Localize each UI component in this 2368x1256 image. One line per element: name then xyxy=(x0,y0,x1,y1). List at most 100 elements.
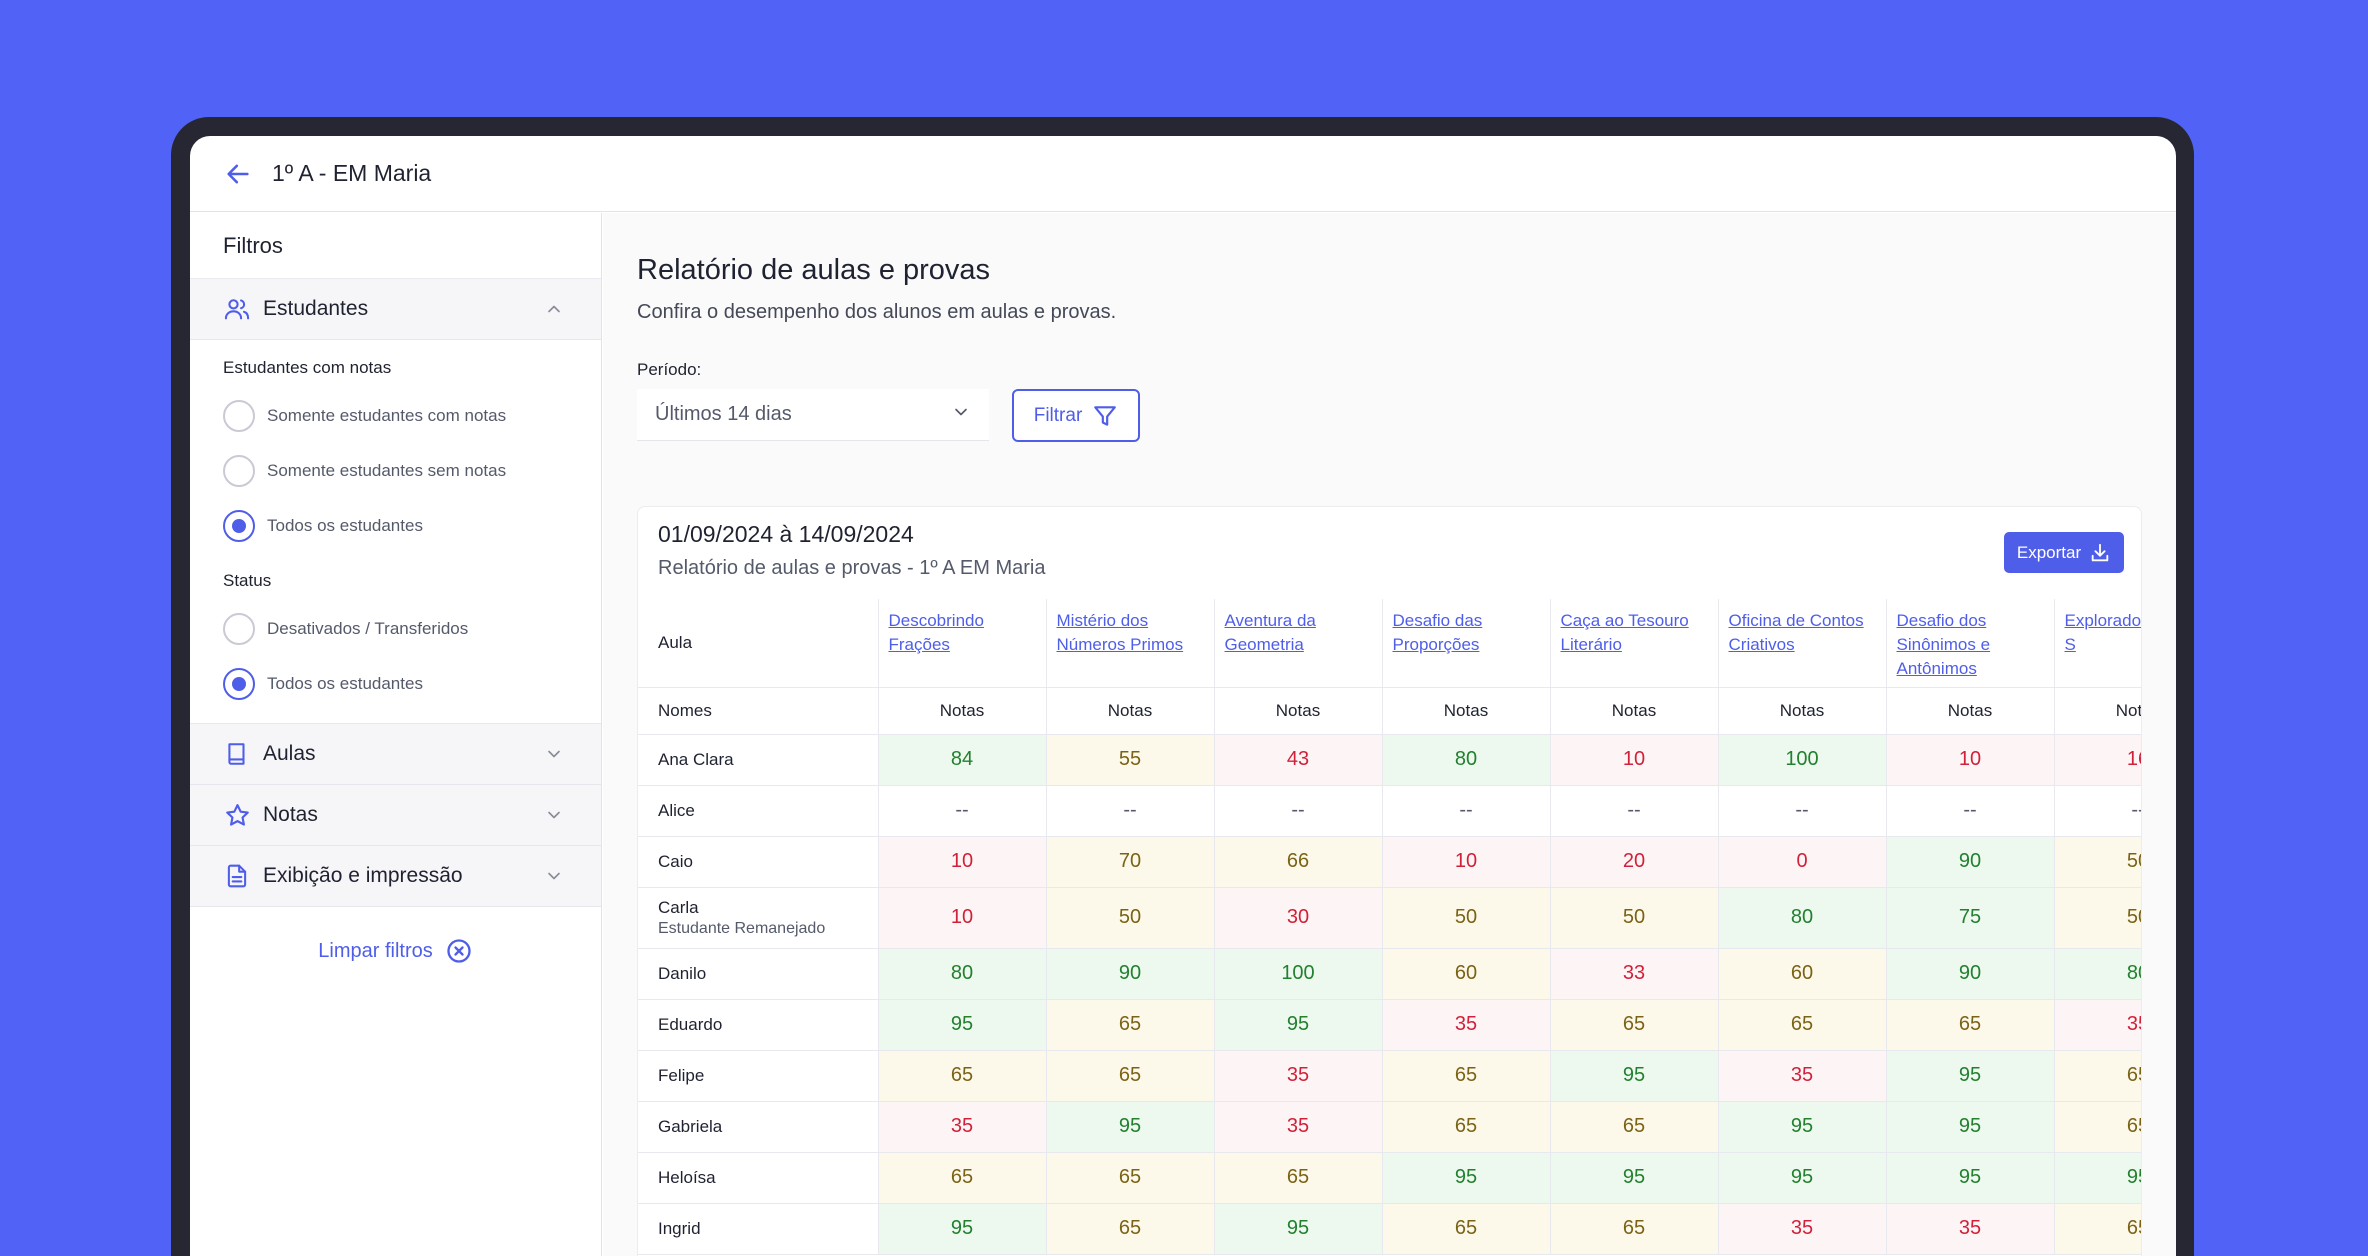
score-cell: 60 xyxy=(1382,948,1551,1000)
export-button[interactable]: Exportar xyxy=(2004,532,2124,573)
score-cell: -- xyxy=(1718,785,1887,837)
chevron-down-icon xyxy=(543,865,565,887)
table-row: Danilo80901006033609080 xyxy=(638,948,2141,1000)
table-row: Alice---------------- xyxy=(638,785,2141,837)
radio-button[interactable] xyxy=(223,612,255,645)
student-name-cell: Danilo xyxy=(638,948,879,1000)
table-row: Gabriela3595356565959565 xyxy=(638,1101,2141,1153)
lesson-column-header: Caça ao Tesouro Literário xyxy=(1550,599,1719,688)
clear-filters-button[interactable]: Limpar filtros xyxy=(190,937,601,965)
score-cell: 35 xyxy=(1214,1050,1383,1102)
student-name-cell: Gabriela xyxy=(638,1101,879,1153)
grades-section-header[interactable]: Notas xyxy=(190,785,601,846)
grades-section-label: Notas xyxy=(263,803,318,826)
lesson-link[interactable]: Desafio dos Sinônimos e Antônimos xyxy=(1896,611,1991,678)
score-cell: 55 xyxy=(1046,734,1215,786)
users-icon xyxy=(223,295,251,323)
score-cell: 95 xyxy=(1214,1203,1383,1255)
score-cell: 65 xyxy=(1550,1101,1719,1153)
lesson-column-header: Aventura da Geometria xyxy=(1214,599,1383,688)
lesson-link[interactable]: Aventura da Geometria xyxy=(1224,611,1316,654)
students-grades-group-title: Estudantes com notas xyxy=(223,358,392,377)
student-name-cell: Alice xyxy=(638,785,879,837)
score-cell: 30 xyxy=(1214,887,1383,949)
period-select[interactable]: Últimos 14 dias xyxy=(637,389,989,441)
score-cell: 65 xyxy=(1550,999,1719,1051)
score-cell: 95 xyxy=(878,1203,1047,1255)
score-cell: -- xyxy=(1046,785,1215,837)
status-group-title: Status xyxy=(223,571,272,590)
score-cell: 95 xyxy=(2054,1152,2141,1204)
radio-option[interactable]: Todos os estudantes xyxy=(223,498,601,553)
student-name-cell: Felipe xyxy=(638,1050,879,1102)
score-cell: 80 xyxy=(1382,734,1551,786)
student-name: Ana Clara xyxy=(658,749,734,769)
radio-option[interactable]: Somente estudantes sem notas xyxy=(223,443,601,498)
notes-column-header: Notas xyxy=(1718,687,1887,735)
report-card: 01/09/2024 à 14/09/2024 Relatório de aul… xyxy=(637,506,2142,1256)
notes-column-header: Notas xyxy=(1046,687,1215,735)
radio-option[interactable]: Somente estudantes com notas xyxy=(223,388,601,443)
score-cell: 65 xyxy=(1046,999,1215,1051)
score-cell: 10 xyxy=(1382,836,1551,888)
score-cell: -- xyxy=(1550,785,1719,837)
score-cell: 65 xyxy=(878,1050,1047,1102)
lesson-column-header: Mistério dos Números Primos xyxy=(1046,599,1215,688)
score-cell: 35 xyxy=(1718,1050,1887,1102)
score-cell: 65 xyxy=(1382,1203,1551,1255)
score-cell: -- xyxy=(1382,785,1551,837)
names-column-header: Nomes xyxy=(638,687,879,735)
radio-option[interactable]: Desativados / Transferidos xyxy=(223,601,601,656)
filter-button[interactable]: Filtrar xyxy=(1012,389,1140,442)
score-cell: 35 xyxy=(878,1101,1047,1153)
app-screen: 1º A - EM Maria Filtros Estudantes Estud… xyxy=(190,136,2176,1256)
top-bar: 1º A - EM Maria xyxy=(190,136,2176,212)
report-card-title: Relatório de aulas e provas - 1º A EM Ma… xyxy=(658,557,1046,579)
radio-option[interactable]: Todos os estudantes xyxy=(223,656,601,711)
lesson-link[interactable]: Caça ao Tesouro Literário xyxy=(1560,611,1689,654)
report-subtitle: Confira o desempenho dos alunos em aulas… xyxy=(637,301,1117,323)
score-cell: 95 xyxy=(1718,1152,1887,1204)
score-cell: 65 xyxy=(1382,1050,1551,1102)
score-cell: 95 xyxy=(1214,999,1383,1051)
lesson-link[interactable]: Explorado Sistema S xyxy=(2064,611,2142,654)
display-section-header[interactable]: Exibição e impressão xyxy=(190,846,601,907)
lesson-column-header: Desafio das Proporções xyxy=(1382,599,1551,688)
table-row: Caio107066102009050 xyxy=(638,836,2141,888)
score-cell: 16 xyxy=(2054,734,2141,786)
student-name-cell: Eduardo xyxy=(638,999,879,1051)
star-icon xyxy=(223,801,251,829)
lesson-link[interactable]: Mistério dos Números Primos xyxy=(1056,611,1184,654)
chevron-up-icon xyxy=(543,298,565,320)
lessons-section-header[interactable]: Aulas xyxy=(190,724,601,785)
aula-column-header: Aula xyxy=(638,599,879,688)
score-cell: 65 xyxy=(1046,1050,1215,1102)
notes-column-header: Notas xyxy=(2054,687,2141,735)
student-name-cell: Heloísa xyxy=(638,1152,879,1204)
score-cell: 35 xyxy=(1382,999,1551,1051)
lesson-link[interactable]: Oficina de Contos Criativos xyxy=(1728,611,1864,654)
lesson-column-header: Explorado Sistema S xyxy=(2054,599,2142,688)
score-cell: 66 xyxy=(1214,836,1383,888)
radio-button-selected[interactable] xyxy=(223,667,255,700)
table-row: Carla Estudante Remanejado 10 50 30 50 50 80 75 5… xyxy=(638,887,2141,949)
lesson-link[interactable]: Desafio das Proporções xyxy=(1392,611,1483,654)
students-section-header[interactable]: Estudantes xyxy=(190,279,601,340)
main-content: Relatório de aulas e provas Confira o de… xyxy=(603,213,2176,1256)
score-cell: 80 xyxy=(2054,948,2141,1000)
lesson-column-header: Descobrindo Frações xyxy=(878,599,1047,688)
score-cell: 65 xyxy=(1718,999,1887,1051)
radio-button[interactable] xyxy=(223,454,255,487)
radio-label: Somente estudantes com notas xyxy=(267,405,507,425)
score-cell: 65 xyxy=(2054,1203,2141,1255)
chevron-down-icon xyxy=(951,402,971,428)
radio-button[interactable] xyxy=(223,399,255,432)
download-icon xyxy=(2089,542,2111,564)
notes-column-header: Notas xyxy=(878,687,1047,735)
lesson-link[interactable]: Descobrindo Frações xyxy=(888,611,984,654)
arrow-left-icon[interactable] xyxy=(224,159,254,189)
radio-button-selected[interactable] xyxy=(223,509,255,542)
score-cell: 95 xyxy=(1046,1101,1215,1153)
score-cell: 95 xyxy=(1886,1152,2055,1204)
score-cell: 100 xyxy=(1214,948,1383,1000)
